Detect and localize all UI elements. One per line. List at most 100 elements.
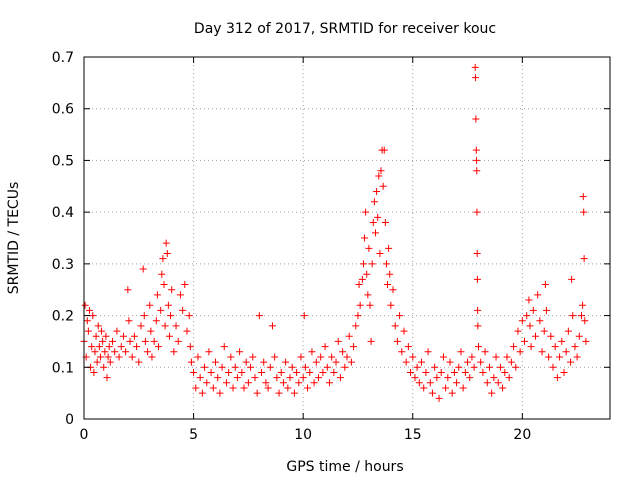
data-point <box>162 239 170 247</box>
data-point <box>286 374 294 382</box>
data-point <box>428 389 436 397</box>
data-point <box>474 306 482 314</box>
data-point <box>161 322 169 330</box>
data-point <box>444 374 452 382</box>
data-point <box>446 358 454 366</box>
data-point <box>284 384 292 392</box>
data-point <box>183 327 191 335</box>
data-point <box>233 374 241 382</box>
data-point <box>172 322 180 330</box>
data-point <box>386 270 394 278</box>
data-point <box>481 348 489 356</box>
data-point <box>377 167 385 175</box>
grid <box>84 57 610 419</box>
data-point <box>350 343 358 351</box>
data-point <box>466 374 474 382</box>
data-point <box>315 374 323 382</box>
data-point <box>150 337 158 345</box>
data-point <box>249 353 257 361</box>
data-point <box>512 363 520 371</box>
data-point <box>240 384 248 392</box>
chart-title: Day 312 of 2017, SRMTID for receiver kou… <box>194 21 496 37</box>
y-tick-labels: 0 0.1 0.2 0.3 0.4 0.5 0.6 0.7 <box>52 50 74 428</box>
data-point <box>507 358 515 366</box>
data-point <box>366 301 374 309</box>
data-point <box>382 260 390 268</box>
data-point <box>163 250 171 258</box>
data-point <box>93 358 101 366</box>
data-point <box>567 358 575 366</box>
data-point <box>359 260 367 268</box>
data-point <box>100 363 108 371</box>
data-point <box>90 368 98 376</box>
data-point <box>317 353 325 361</box>
data-point <box>384 281 392 289</box>
data-point <box>273 374 281 382</box>
data-point <box>355 281 363 289</box>
data-point <box>216 389 224 397</box>
data-point <box>262 379 270 387</box>
data-point <box>568 275 576 283</box>
data-point <box>490 374 498 382</box>
data-point <box>461 368 469 376</box>
data-point <box>510 343 518 351</box>
data-point <box>242 358 250 366</box>
data-point <box>244 379 252 387</box>
data-point <box>325 379 333 387</box>
data-point <box>534 291 542 299</box>
y-tick-label: 0.6 <box>52 102 74 118</box>
data-point <box>260 358 268 366</box>
data-point <box>192 384 200 392</box>
data-point <box>471 74 479 82</box>
y-axis-label: SRMTID / TECUs <box>6 182 22 295</box>
data-point <box>108 337 116 345</box>
data-point <box>545 353 553 361</box>
data-point <box>174 337 182 345</box>
data-point <box>553 374 561 382</box>
data-point <box>521 337 529 345</box>
data-point <box>426 379 434 387</box>
x-tick-label: 5 <box>189 427 198 443</box>
data-point <box>146 301 154 309</box>
data-point <box>373 187 381 195</box>
data-point <box>214 374 222 382</box>
data-point <box>409 353 417 361</box>
y-tick-label: 0 <box>65 412 74 428</box>
data-point <box>212 358 219 366</box>
data-point <box>347 358 355 366</box>
data-point <box>415 379 423 387</box>
data-point <box>404 343 412 351</box>
data-point <box>319 368 327 376</box>
data-point <box>253 389 261 397</box>
data-point <box>155 343 163 351</box>
data-point <box>258 368 266 376</box>
data-point <box>330 368 338 376</box>
data-point <box>91 348 99 356</box>
y-tick-label: 0.2 <box>52 309 74 325</box>
data-point <box>128 353 136 361</box>
data-point <box>301 363 309 371</box>
data-point <box>380 146 388 154</box>
data-point <box>88 343 96 351</box>
data-point <box>358 275 366 283</box>
data-point <box>573 353 581 361</box>
data-point <box>369 218 377 226</box>
data-point <box>542 306 550 314</box>
data-point <box>153 291 161 299</box>
data-point <box>457 348 465 356</box>
data-point <box>455 363 463 371</box>
data-point <box>407 368 415 376</box>
data-point <box>113 327 121 335</box>
data-point <box>84 327 92 335</box>
data-point <box>518 317 526 325</box>
data-point <box>119 332 127 340</box>
data-point <box>356 301 364 309</box>
data-point <box>448 389 456 397</box>
y-tick-label: 0.4 <box>52 205 74 221</box>
data-point <box>222 379 230 387</box>
data-point <box>571 343 579 351</box>
data-point <box>139 265 147 273</box>
data-point <box>483 379 491 387</box>
data-point <box>336 374 344 382</box>
